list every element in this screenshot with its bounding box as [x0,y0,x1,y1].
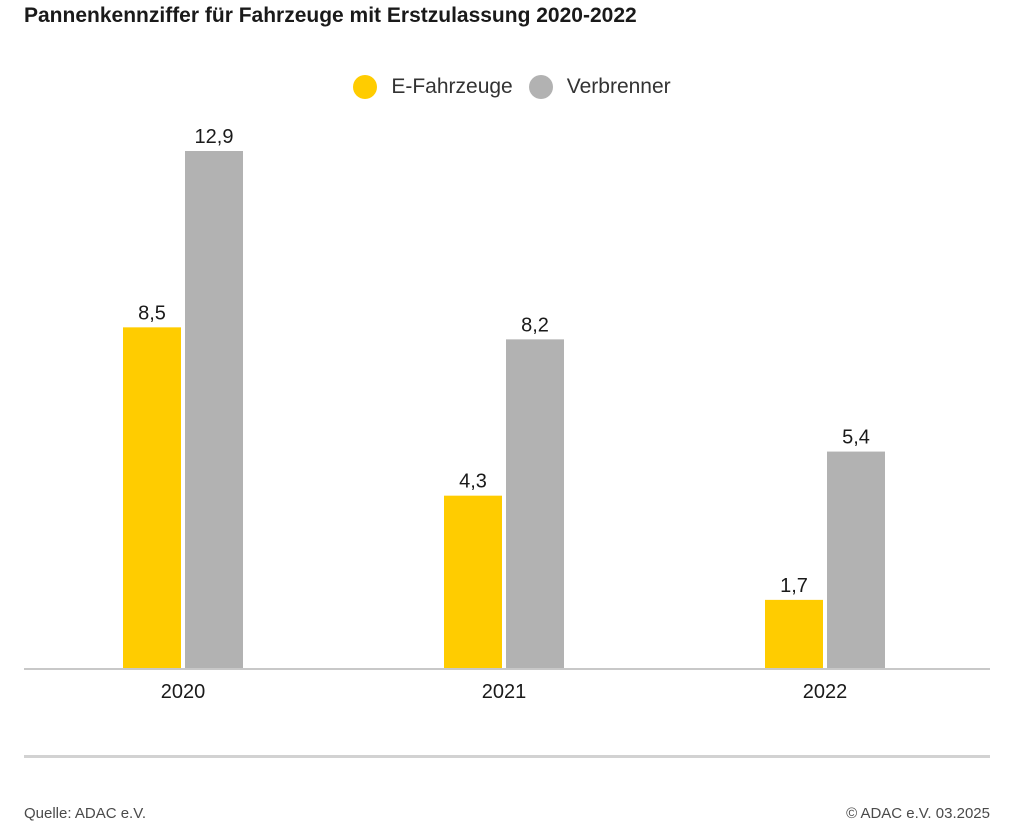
legend-item-e-fahrzeuge: E-Fahrzeuge [353,75,513,99]
bar-e-fahrzeuge-2022 [765,599,823,668]
data-label-verbrenner-2022: 5,4 [842,427,870,449]
bar-verbrenner-2021 [506,339,564,668]
data-label-e-fahrzeuge-2021: 4,3 [459,471,487,493]
legend-swatch-verbrenner [528,75,553,99]
bottom-divider [24,755,990,758]
legend-item-verbrenner: Verbrenner [528,75,671,99]
x-tick-label-2020: 2020 [161,681,206,703]
x-tick-label-2022: 2022 [803,681,848,703]
legend: E-Fahrzeuge Verbrenner [0,75,1024,99]
x-tick-label-2021: 2021 [482,681,527,703]
legend-swatch-e-fahrzeuge [353,75,378,99]
bar-e-fahrzeuge-2021 [444,495,502,668]
copyright-note: © ADAC e.V. 03.2025 [846,805,990,822]
bar-e-fahrzeuge-2020 [123,327,181,668]
bar-verbrenner-2020 [185,151,243,668]
data-label-verbrenner-2020: 12,9 [195,126,234,148]
chart-title: Pannenkennziffer für Fahrzeuge mit Erstz… [24,4,637,27]
legend-label-e-fahrzeuge: E-Fahrzeuge [391,75,513,98]
data-label-verbrenner-2021: 8,2 [521,314,549,336]
bar-chart: 8,5 12,9 2020 4,3 8,2 2021 1,7 5,4 2022 [24,126,990,703]
bar-verbrenner-2022 [827,451,885,668]
source-note: Quelle: ADAC e.V. [24,805,147,822]
legend-label-verbrenner: Verbrenner [566,75,671,98]
data-label-e-fahrzeuge-2022: 1,7 [780,575,808,597]
data-label-e-fahrzeuge-2020: 8,5 [138,302,166,324]
